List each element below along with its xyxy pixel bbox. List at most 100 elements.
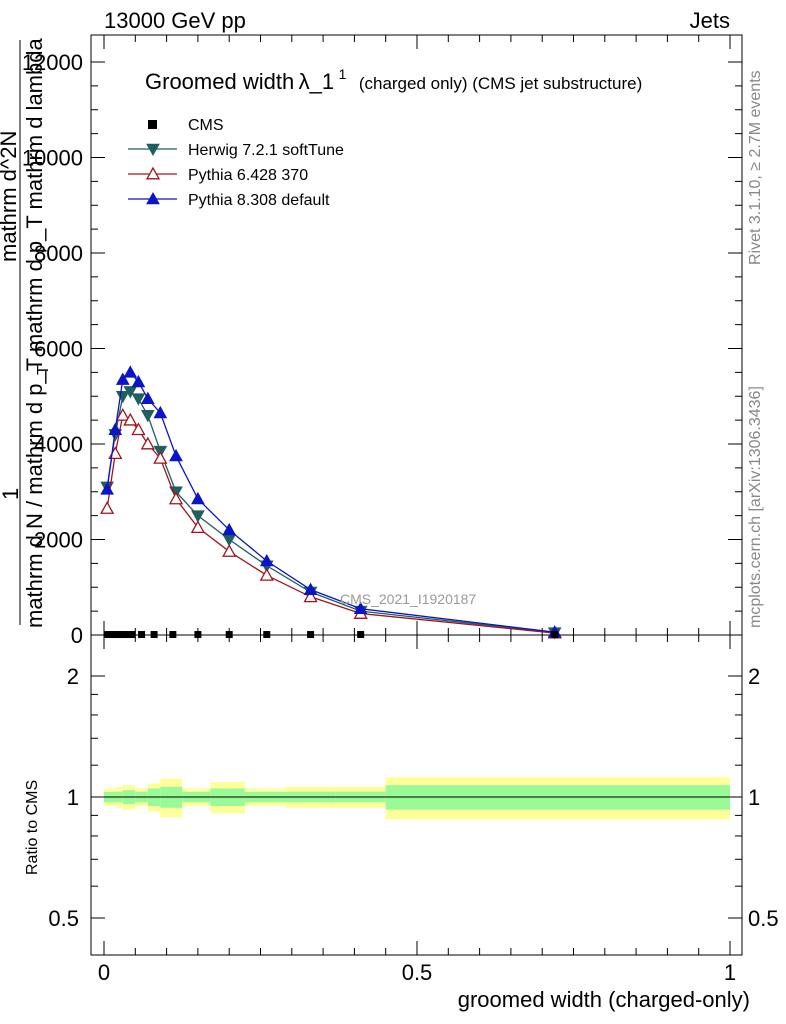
chart-title: Groomed width λ_1 1 (charged only) (CMS … (145, 66, 642, 94)
ratio-tick-label-right-2: 2 (748, 664, 760, 689)
series-0 (100, 386, 562, 640)
series-2-point-1 (108, 422, 123, 435)
legend-entry-2: Pythia 6.428 370 (128, 166, 308, 184)
ratio-tick-label-right-0: 0.5 (748, 906, 779, 931)
cms-point-3 (122, 631, 130, 639)
cms-point-6 (150, 631, 158, 639)
chart-title-lambda: λ_1 (299, 69, 334, 94)
x-tick-label-1: 0.5 (402, 960, 433, 985)
header-left: 13000 GeV pp (104, 8, 246, 33)
series-1-point-10 (259, 567, 274, 581)
series-2-point-5 (140, 391, 155, 404)
axis-ticks (91, 35, 742, 955)
ratio-tick-label-left-1: 1 (67, 785, 79, 810)
cms-point-0 (103, 631, 111, 639)
legend-label-2: Pythia 6.428 370 (188, 167, 308, 184)
x-axis-label: groomed width (charged-only) (458, 987, 750, 1012)
series-2-point-8 (191, 491, 205, 505)
legend-marker-0 (148, 120, 157, 129)
series-0-point-3 (123, 386, 138, 399)
cms-point-9 (225, 631, 233, 639)
cms-points (103, 631, 559, 639)
series-0-point-8 (191, 510, 205, 523)
legend-label-0: CMS (188, 117, 224, 134)
series-2-point-4 (131, 374, 146, 388)
cms-point-10 (263, 631, 271, 639)
chart-title-sub: (charged only) (CMS jet substructure) (359, 74, 642, 93)
analysis-label: CMS_2021_I1920187 (340, 591, 476, 607)
cms-point-8 (194, 631, 202, 639)
legend-entry-0: CMS (148, 117, 224, 134)
axis-tick-labels: 0 0.5 1 0 2000 4000 6000 8000 10000 12000 0.5 0.5 1 1… (22, 50, 779, 985)
series-1-point-2 (115, 408, 130, 421)
legend-label-1: Herwig 7.2.1 softTune (188, 142, 344, 159)
y-axis-label-subscript-t: T (35, 365, 52, 375)
y-axis-label-dN: mathrm d^2N (0, 131, 21, 262)
y-tick-label-4: 8000 (34, 241, 83, 266)
series-line-0 (106, 390, 555, 634)
series-1-point-5 (140, 436, 155, 450)
series-0-point-4 (131, 393, 146, 406)
legend-entry-3: Pythia 8.308 default (128, 191, 330, 209)
series-2-point-0 (100, 482, 114, 495)
series-0-point-5 (140, 410, 155, 423)
series-1-point-6 (153, 450, 168, 464)
series-1-point-9 (222, 544, 237, 557)
series-0-point-9 (222, 534, 237, 547)
cms-point-2 (116, 631, 124, 639)
cms-point-12 (357, 631, 365, 639)
legend-marker-1 (146, 143, 160, 157)
series-2-point-12 (353, 601, 368, 615)
legend-marker-3 (146, 191, 160, 205)
y-tick-label-0: 0 (71, 623, 83, 648)
series-1-point-11 (303, 589, 318, 603)
x-tick-label-0: 0 (98, 960, 110, 985)
series-layer (100, 365, 562, 640)
ratio-tick-label-right-1: 1 (748, 785, 760, 810)
cms-point-7 (169, 631, 177, 639)
y-tick-label-5: 10000 (22, 146, 83, 171)
series-2-point-9 (222, 522, 237, 536)
series-2-point-6 (153, 405, 168, 419)
y-axis-label-numerator: 1 (0, 488, 23, 500)
series-1-point-7 (168, 491, 184, 505)
cms-point-1 (109, 631, 117, 639)
series-2 (100, 365, 562, 638)
series-2-point-2 (115, 372, 130, 385)
series-1 (100, 408, 562, 639)
x-tick-label-2: 1 (724, 960, 736, 985)
ratio-tick-label-left-0: 0.5 (48, 906, 79, 931)
y-axis-label-denominator: mathrm d N / mathrm d p_T mathrm d p_T m… (22, 38, 47, 628)
cms-point-11 (307, 631, 315, 639)
ratio-bands (104, 777, 730, 820)
ratio-tick-label-left-2: 2 (67, 664, 79, 689)
series-2-point-11 (303, 582, 318, 595)
y-axis-label: 1 mathrm d N / mathrm d p_T mathrm d p_T… (0, 38, 52, 628)
y-tick-label-2: 4000 (34, 432, 83, 457)
y-tick-label-3: 6000 (34, 337, 83, 362)
series-2-point-10 (259, 553, 274, 567)
y-tick-label-6: 12000 (22, 50, 83, 75)
chart-title-sup: 1 (339, 66, 347, 82)
rivet-label: Rivet 3.1.10, ≥ 2.7M events (747, 70, 764, 265)
header-right: Jets (690, 8, 730, 33)
legend-entry-1: Herwig 7.2.1 softTune (128, 142, 344, 159)
series-1-point-0 (100, 501, 115, 514)
legend-label-3: Pythia 8.308 default (188, 192, 330, 209)
series-2-point-3 (123, 365, 138, 378)
chart-title-main: Groomed width (145, 69, 294, 94)
legend: CMS Herwig 7.2.1 softTune Pythia 6.428 370… (128, 117, 344, 209)
series-1-point-4 (131, 422, 146, 436)
cms-point-5 (138, 631, 146, 639)
series-0-point-2 (115, 390, 130, 404)
cms-point-13 (551, 631, 559, 639)
legend-marker-2 (145, 166, 161, 180)
series-2-point-7 (169, 448, 183, 462)
y-tick-label-1: 2000 (34, 528, 83, 553)
cms-point-4 (128, 631, 136, 639)
series-1-point-8 (190, 520, 206, 534)
series-1-point-3 (123, 412, 138, 426)
mcplots-label: mcplots.cern.ch [arXiv:1306.3436] (747, 386, 764, 628)
ratio-y-axis-label: Ratio to CMS (24, 780, 41, 875)
